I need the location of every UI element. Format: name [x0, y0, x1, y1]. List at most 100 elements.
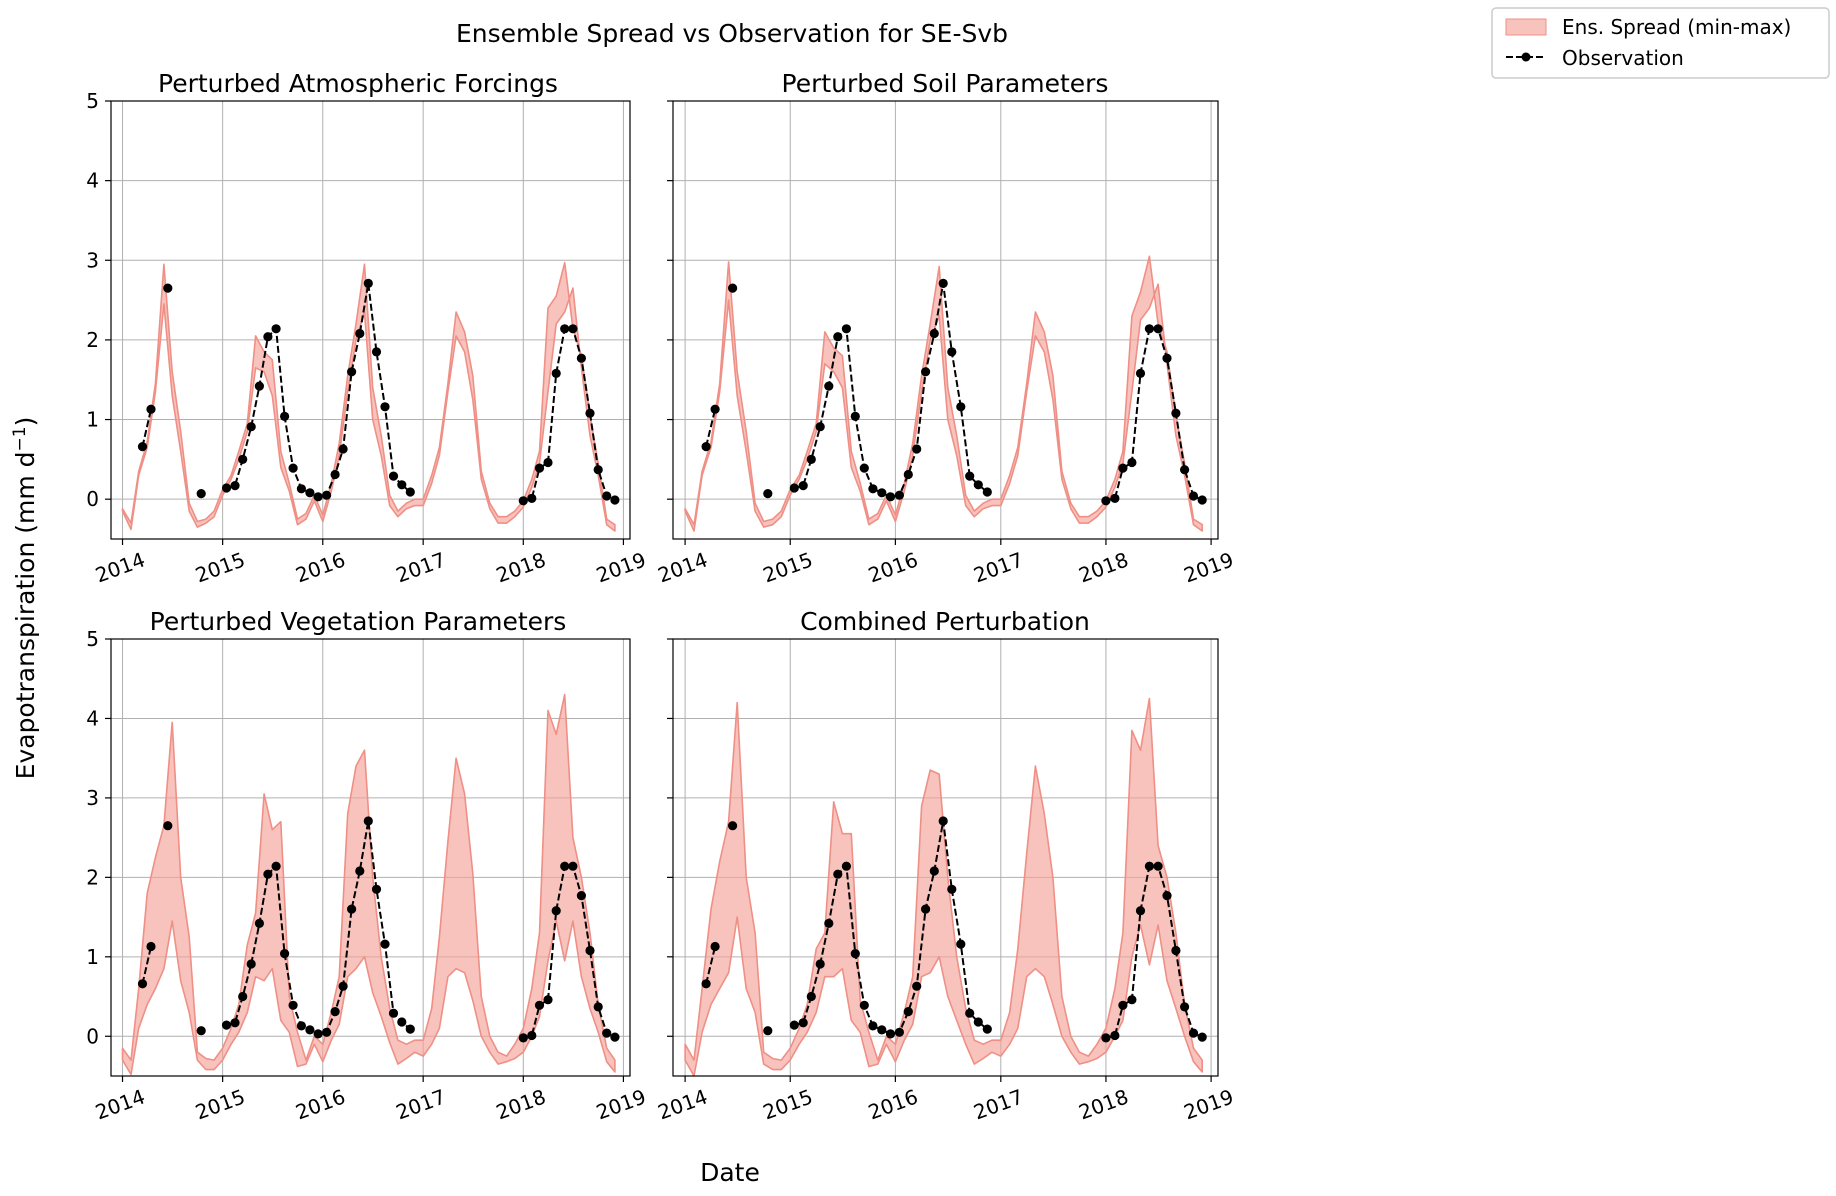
x-tick-label: 2017	[393, 1084, 449, 1124]
observation-point	[824, 381, 834, 391]
observation-point	[238, 454, 248, 464]
observation-point	[527, 493, 537, 503]
observation-point	[593, 465, 603, 475]
observation-point	[296, 1021, 306, 1031]
observation-point	[947, 884, 957, 894]
observation-point	[701, 979, 711, 989]
observation-point	[593, 1002, 603, 1012]
observation-point	[1162, 891, 1172, 901]
y-axis-label: Evapotranspiration (mm d−1)	[10, 417, 40, 780]
x-tick-label: 2015	[760, 1084, 816, 1124]
observation-point	[137, 979, 148, 989]
legend-observation-marker	[1521, 52, 1531, 62]
y-tick-label: 0	[86, 487, 99, 511]
observation-point	[347, 904, 357, 914]
observation-point	[1144, 861, 1154, 871]
observation-point	[568, 324, 578, 334]
observation-point	[1110, 1030, 1120, 1041]
x-tick-label: 2015	[760, 547, 816, 587]
observation-point	[296, 484, 306, 494]
figure-title: Ensemble Spread vs Observation for SE-Sv…	[456, 19, 1008, 48]
observation-point	[877, 1025, 887, 1035]
observation-point	[602, 1028, 612, 1038]
observation-point	[965, 1008, 975, 1018]
observation-point	[1144, 324, 1154, 334]
observation-point	[912, 444, 922, 454]
observation-line	[705, 408, 717, 447]
observation-point	[947, 347, 957, 357]
observation-point	[728, 821, 738, 831]
observation-point	[956, 939, 966, 949]
observation-point	[254, 381, 264, 391]
observation-point	[397, 1017, 407, 1027]
observation-point	[1197, 1032, 1207, 1042]
observation-point	[973, 1017, 983, 1027]
y-axis-label-close: )	[11, 417, 40, 427]
observation-point	[271, 861, 281, 871]
legend-observation-label: Observation	[1562, 46, 1684, 70]
grid	[111, 100, 630, 539]
observation-point	[330, 469, 340, 480]
x-tick-label: 2016	[292, 1084, 348, 1124]
observation-point	[894, 490, 905, 500]
axes-frame	[672, 100, 1219, 540]
observation-point	[305, 1025, 315, 1035]
observation-point	[938, 816, 948, 826]
observation-point	[221, 483, 232, 493]
observation-point	[841, 324, 852, 334]
observation-line	[141, 946, 152, 985]
observation-point	[576, 891, 587, 901]
observation-point	[938, 278, 948, 288]
observation-point	[956, 402, 966, 412]
observation-point	[230, 481, 240, 491]
observation-point	[602, 491, 612, 501]
y-tick-label: 3	[86, 248, 99, 272]
legend-band-swatch	[1505, 18, 1547, 36]
x-ticks: 2014 2015 2016 2017 2018 2019	[92, 1076, 649, 1124]
observation-point	[405, 487, 415, 497]
observation-point	[1188, 1028, 1199, 1038]
observation-point	[568, 861, 578, 871]
observation-point	[288, 463, 298, 473]
observation-point	[868, 1021, 878, 1031]
observation-point	[254, 918, 264, 929]
observation-point	[576, 353, 587, 363]
x-tick-label: 2014	[655, 1084, 711, 1124]
y-axis-label-main: Evapotranspiration (mm d	[11, 451, 40, 779]
observation-point	[1101, 496, 1111, 506]
observation-point	[833, 869, 843, 879]
observation-point	[728, 283, 738, 293]
observation-line	[705, 946, 717, 985]
observation-point	[1188, 491, 1199, 501]
y-tick-label: 5	[86, 89, 99, 113]
ensemble-spread-band	[121, 693, 616, 1076]
y-ticks: 0 1 2 3 4 5	[86, 89, 111, 511]
observation-point	[288, 1000, 298, 1010]
x-tick-label: 2014	[655, 547, 711, 587]
y-ticks	[667, 638, 673, 1037]
observation-point	[355, 866, 365, 876]
subplot-soil: Perturbed Soil Parameters 2014 2015 2016 20…	[655, 69, 1237, 587]
observation-point	[610, 1032, 620, 1042]
observation-point	[1153, 861, 1163, 871]
observation-point	[338, 444, 348, 454]
observation-point	[921, 904, 931, 914]
observation-point	[355, 328, 365, 339]
subplot-combined: Combined Perturbation 2014 2015 2016 2017 20…	[655, 607, 1237, 1124]
observation-point	[263, 869, 273, 879]
subplot-title: Perturbed Vegetation Parameters	[150, 607, 567, 636]
observation-point	[1162, 353, 1172, 363]
observation-point	[518, 1033, 528, 1043]
observation-point	[877, 488, 887, 498]
observation-point	[789, 1020, 799, 1030]
observation-point	[1153, 324, 1163, 334]
x-tick-label: 2015	[192, 547, 248, 587]
observation-point	[973, 480, 983, 490]
x-tick-label: 2016	[865, 547, 921, 587]
x-ticks: 2014 2015 2016 2017 2018 2019	[92, 539, 649, 587]
observation-point	[543, 457, 553, 468]
ensemble-spread-band	[684, 697, 1203, 1077]
observation-point	[1171, 945, 1181, 956]
axes-frame	[110, 638, 631, 1077]
